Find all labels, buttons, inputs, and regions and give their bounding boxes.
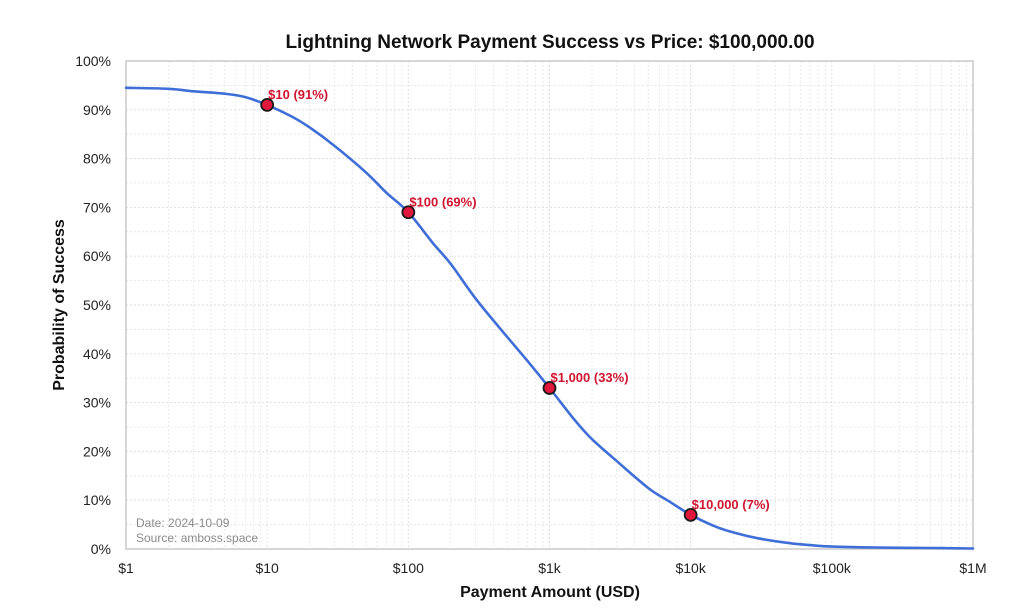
highlight-point-label: $10,000 (7%) xyxy=(692,497,770,512)
highlight-point-marker xyxy=(683,507,698,522)
y-tick-label: 40% xyxy=(83,346,111,362)
y-tick-label: 60% xyxy=(83,248,111,264)
y-tick-label: 50% xyxy=(83,297,111,313)
x-axis-label: Payment Amount (USD) xyxy=(460,584,640,601)
highlight-point-marker xyxy=(401,205,416,220)
y-tick-label: 0% xyxy=(91,541,111,557)
highlight-point-label: $1,000 (33%) xyxy=(551,370,629,385)
x-tick-labels: $1 $10 $100 $1k $10k $100k $1M xyxy=(118,560,986,576)
points-layer: $10 (91%) $100 (69%) $1,000 (33%) $10,000 (… xyxy=(260,87,770,522)
x-tick-label: $10k xyxy=(675,560,706,576)
y-tick-label: 20% xyxy=(83,443,111,459)
date-annotation: Date: 2024-10-09 xyxy=(136,516,230,530)
y-tick-labels: 0% 10% 20% 30% 40% 50% 60% 70% 80% 90% 100% xyxy=(75,53,111,557)
plot-frame xyxy=(125,60,974,550)
y-tick-label: 100% xyxy=(75,53,111,69)
x-tick-label: $1M xyxy=(959,560,986,576)
y-tick-label: 80% xyxy=(83,151,111,167)
y-axis-label: Probability of Success xyxy=(51,219,68,391)
x-tick-label: $100 xyxy=(393,560,424,576)
series-layer xyxy=(124,86,975,550)
highlight-point-marker xyxy=(542,381,557,395)
y-tick-label: 30% xyxy=(83,395,111,411)
source-annotation: Source: amboss.space xyxy=(136,531,258,545)
chart-title: Lightning Network Payment Success vs Pri… xyxy=(285,32,814,53)
y-tick-label: 70% xyxy=(83,199,111,215)
y-tick-label: 10% xyxy=(83,492,111,508)
x-tick-label: $1 xyxy=(118,560,134,576)
x-tick-label: $100k xyxy=(813,560,852,576)
highlight-point-label: $100 (69%) xyxy=(409,194,476,209)
grid-layer xyxy=(125,60,973,550)
success-probability-line xyxy=(124,86,975,550)
y-tick-label: 90% xyxy=(83,102,111,118)
x-tick-label: $10 xyxy=(255,560,279,576)
highlight-point-marker xyxy=(260,98,275,112)
x-tick-label: $1k xyxy=(538,560,562,576)
highlight-point-label: $10 (91%) xyxy=(268,87,328,102)
